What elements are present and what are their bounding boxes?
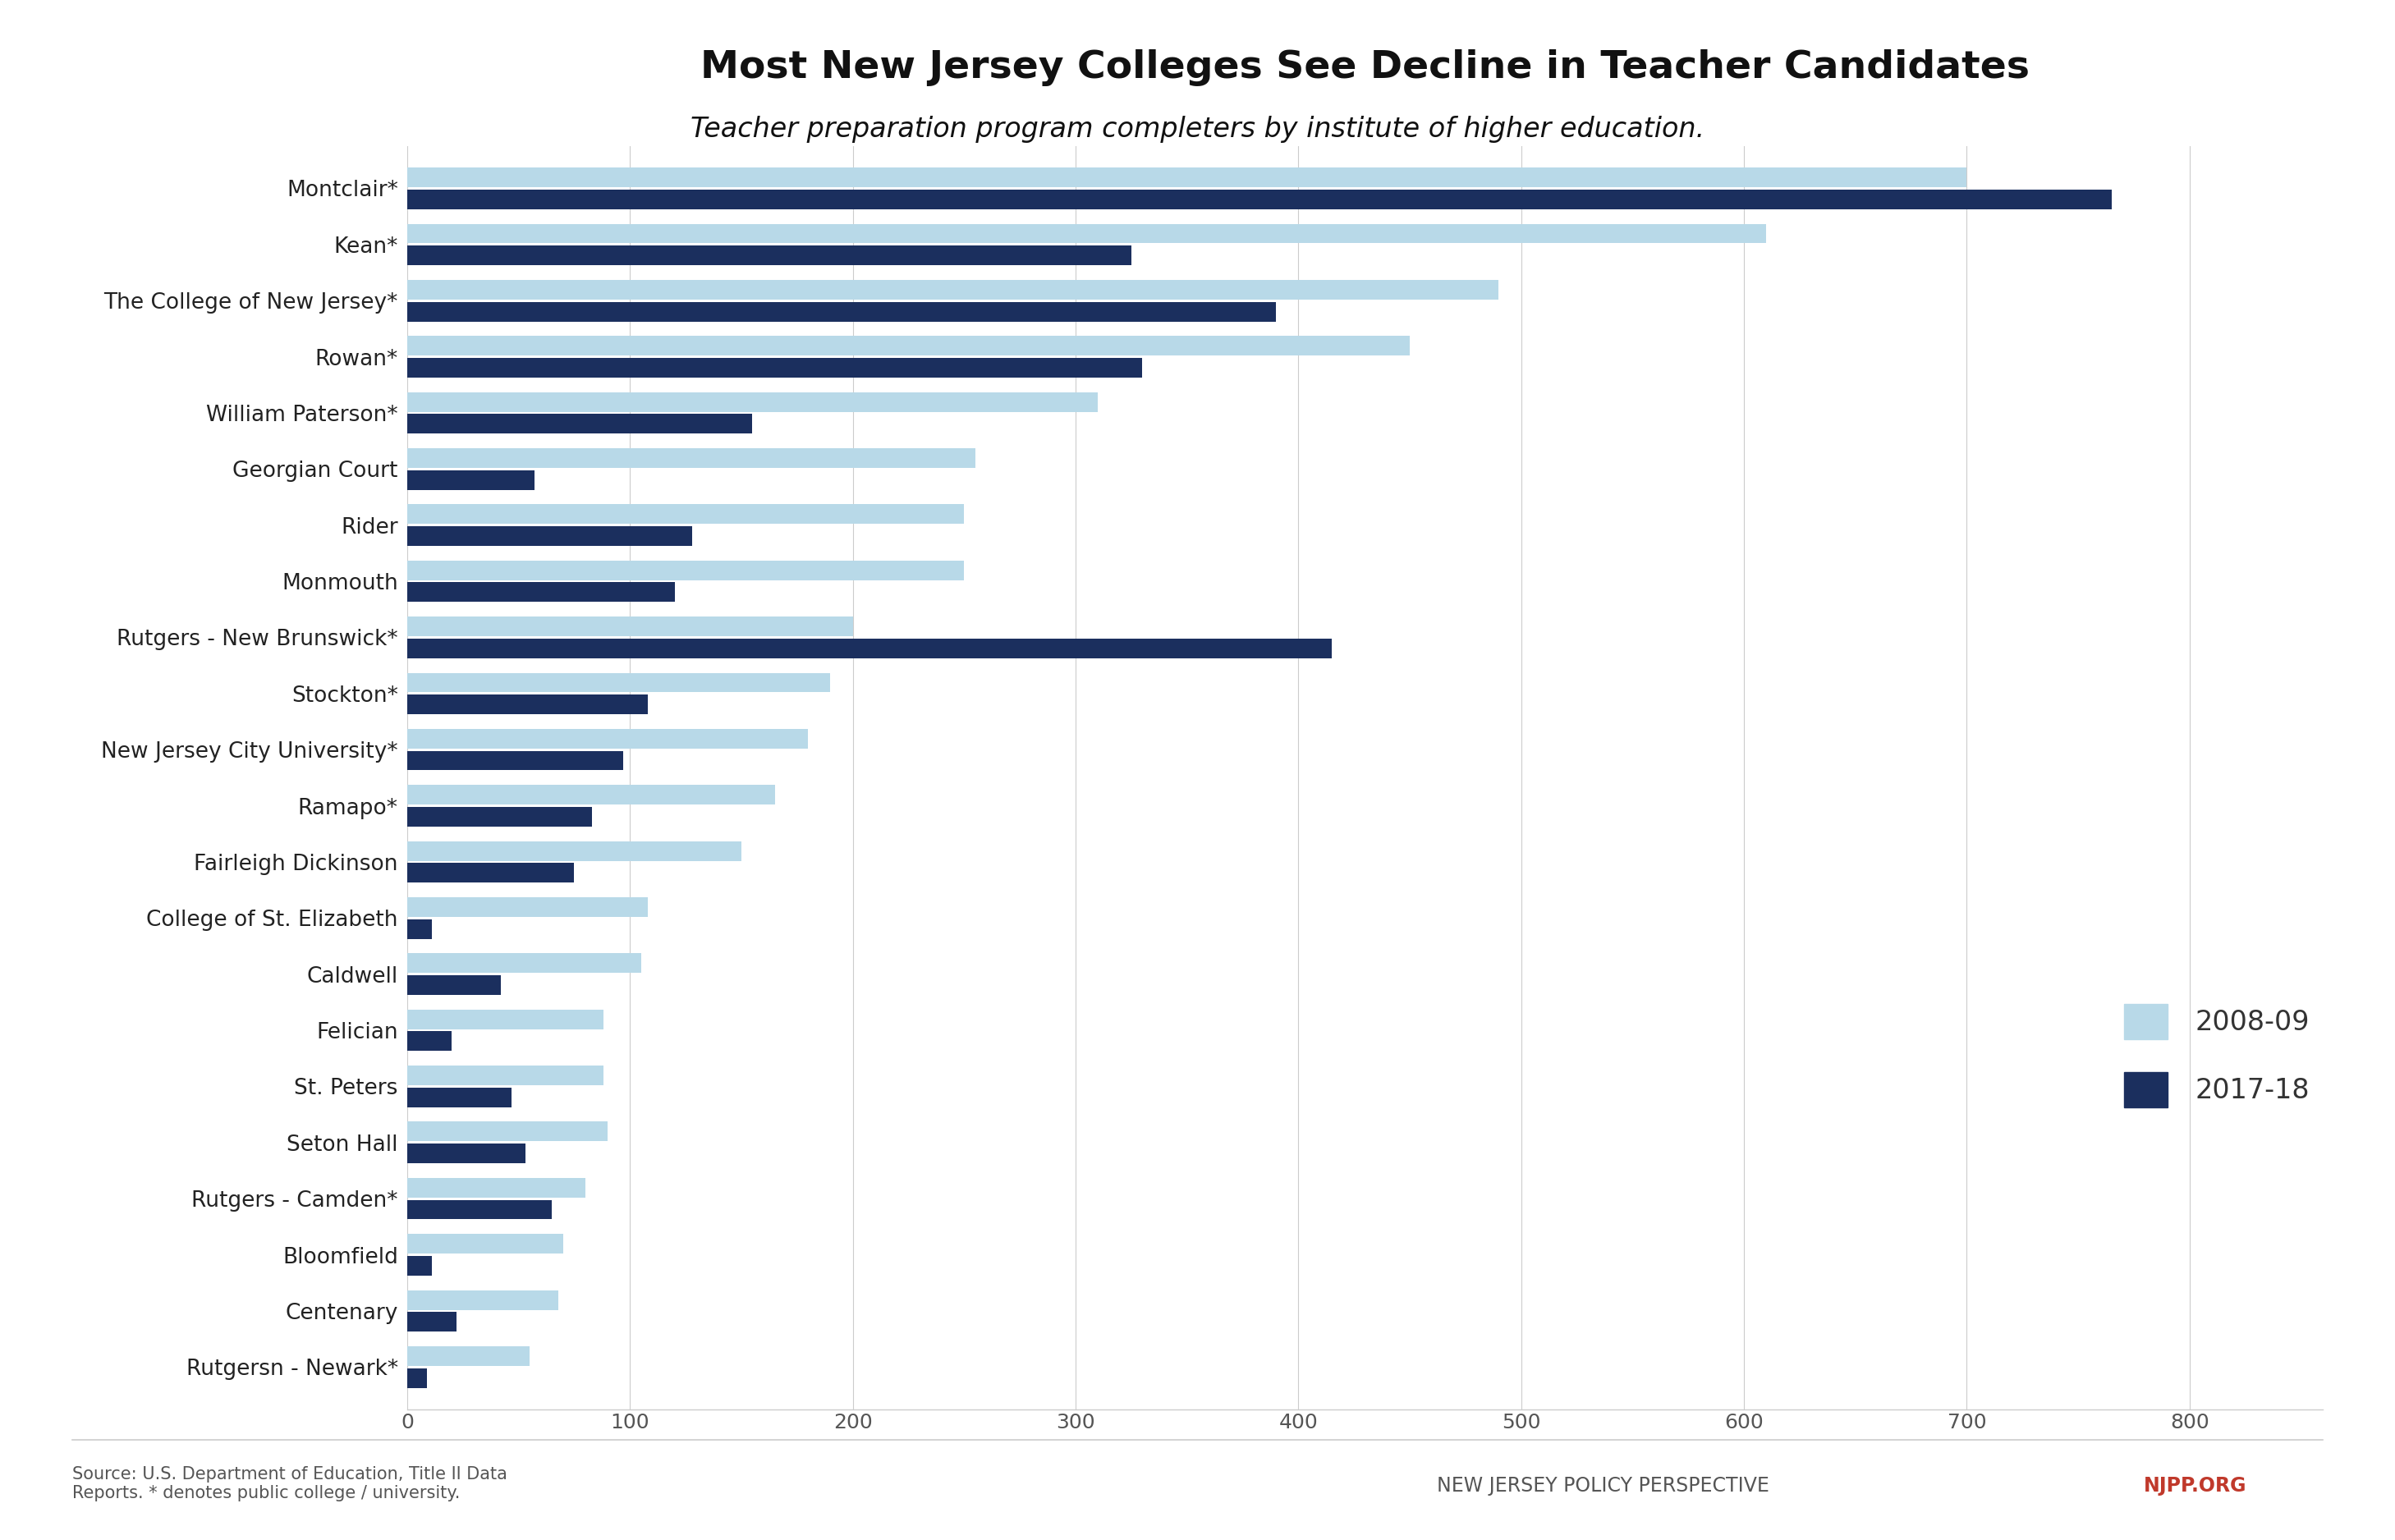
Text: Teacher preparation program completers by institute of higher education.: Teacher preparation program completers b… — [690, 116, 1705, 143]
Bar — [407, 898, 647, 916]
Bar — [407, 1234, 563, 1254]
Bar — [407, 414, 752, 434]
Bar — [407, 1032, 453, 1050]
Bar — [407, 505, 965, 524]
Bar — [407, 168, 1966, 188]
Bar — [407, 862, 575, 882]
Legend: 2008-09, 2017-18: 2008-09, 2017-18 — [2124, 1004, 2309, 1107]
Bar — [407, 673, 831, 693]
Bar — [407, 1291, 558, 1309]
Bar — [407, 807, 592, 827]
Bar — [407, 975, 501, 995]
Bar — [407, 616, 853, 636]
Title: Most New Jersey Colleges See Decline in Teacher Candidates: Most New Jersey Colleges See Decline in … — [699, 49, 2031, 86]
Bar — [407, 336, 1411, 356]
Bar — [407, 470, 534, 490]
Text: Source: U.S. Department of Education, Title II Data
Reports. * denotes public co: Source: U.S. Department of Education, Ti… — [72, 1466, 508, 1502]
Text: NEW JERSEY POLICY PERSPECTIVE: NEW JERSEY POLICY PERSPECTIVE — [1437, 1477, 1770, 1495]
Bar — [407, 728, 807, 748]
Bar — [407, 1087, 513, 1107]
Bar — [407, 752, 623, 770]
Bar — [407, 582, 675, 602]
Bar — [407, 1312, 455, 1332]
Text: NJPP.ORG: NJPP.ORG — [2144, 1477, 2247, 1495]
Bar — [407, 302, 1277, 322]
Bar — [407, 1200, 551, 1220]
Bar — [407, 785, 774, 804]
Bar — [407, 561, 965, 581]
Bar — [407, 1257, 431, 1275]
Bar — [407, 1368, 426, 1388]
Bar — [407, 953, 642, 973]
Bar — [407, 639, 1332, 658]
Bar — [407, 280, 1499, 299]
Bar — [407, 1121, 608, 1141]
Bar — [407, 1144, 525, 1163]
Bar — [407, 695, 647, 715]
Bar — [407, 223, 1765, 243]
Bar — [407, 357, 1142, 377]
Bar — [407, 246, 1130, 265]
Bar — [407, 1346, 529, 1366]
Bar — [407, 1010, 604, 1029]
Bar — [407, 841, 742, 861]
Bar — [407, 1066, 604, 1086]
Bar — [407, 1178, 584, 1198]
Bar — [407, 393, 1097, 411]
Bar — [407, 919, 431, 939]
Bar — [407, 527, 692, 545]
Bar — [407, 189, 2112, 209]
Bar — [407, 448, 975, 468]
